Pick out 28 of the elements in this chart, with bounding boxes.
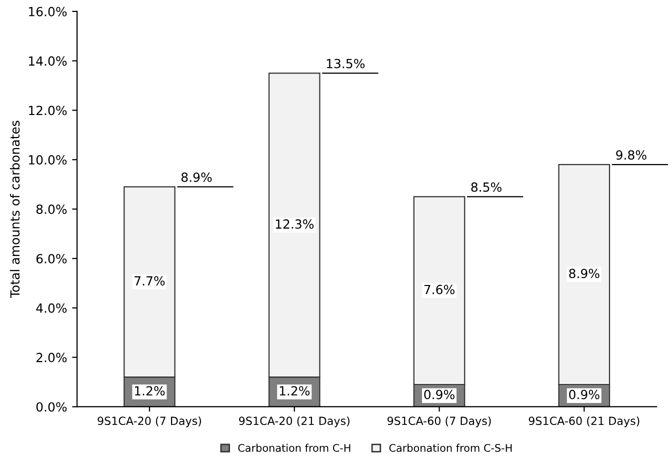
y-tick-label: 6.0% xyxy=(36,254,67,264)
data-label: 0.9% xyxy=(424,390,454,400)
total-label: 8.9% xyxy=(181,172,212,182)
x-tick-label: 9S1CA-60 (21 Days) xyxy=(528,416,640,428)
data-label: 7.7% xyxy=(134,276,165,286)
y-tick-label: 10.0% xyxy=(28,155,67,165)
data-label: 0.9% xyxy=(569,390,600,400)
data-label: 1.2% xyxy=(280,386,310,396)
legend-label: Carbonation from C-S-H xyxy=(389,444,512,452)
data-label: 8.9% xyxy=(569,268,600,278)
y-tick-label: 16.0% xyxy=(28,6,67,16)
total-label: 8.5% xyxy=(471,182,502,192)
y-tick-label: 14.0% xyxy=(28,56,67,66)
total-label: 9.8% xyxy=(616,150,646,160)
x-tick-label: 9S1CA-60 (7 Days) xyxy=(387,416,491,428)
y-tick-label: 8.0% xyxy=(36,204,67,214)
total-label: 13.5% xyxy=(326,58,365,68)
legend-label: Carbonation from C-H xyxy=(238,444,350,452)
data-label: 1.2% xyxy=(134,386,165,396)
y-tick-label: 0.0% xyxy=(36,402,67,412)
data-label: 7.6% xyxy=(424,284,454,294)
y-tick-label: 2.0% xyxy=(36,352,67,362)
x-tick-label: 9S1CA-20 (7 Days) xyxy=(98,416,202,428)
y-tick-label: 12.0% xyxy=(28,106,67,116)
data-label: 12.3% xyxy=(276,219,314,229)
x-tick-label: 9S1CA-20 (21 Days) xyxy=(239,416,350,428)
y-tick-label: 4.0% xyxy=(36,303,67,313)
y-axis-title: Total amounts of carbonates xyxy=(10,120,20,298)
